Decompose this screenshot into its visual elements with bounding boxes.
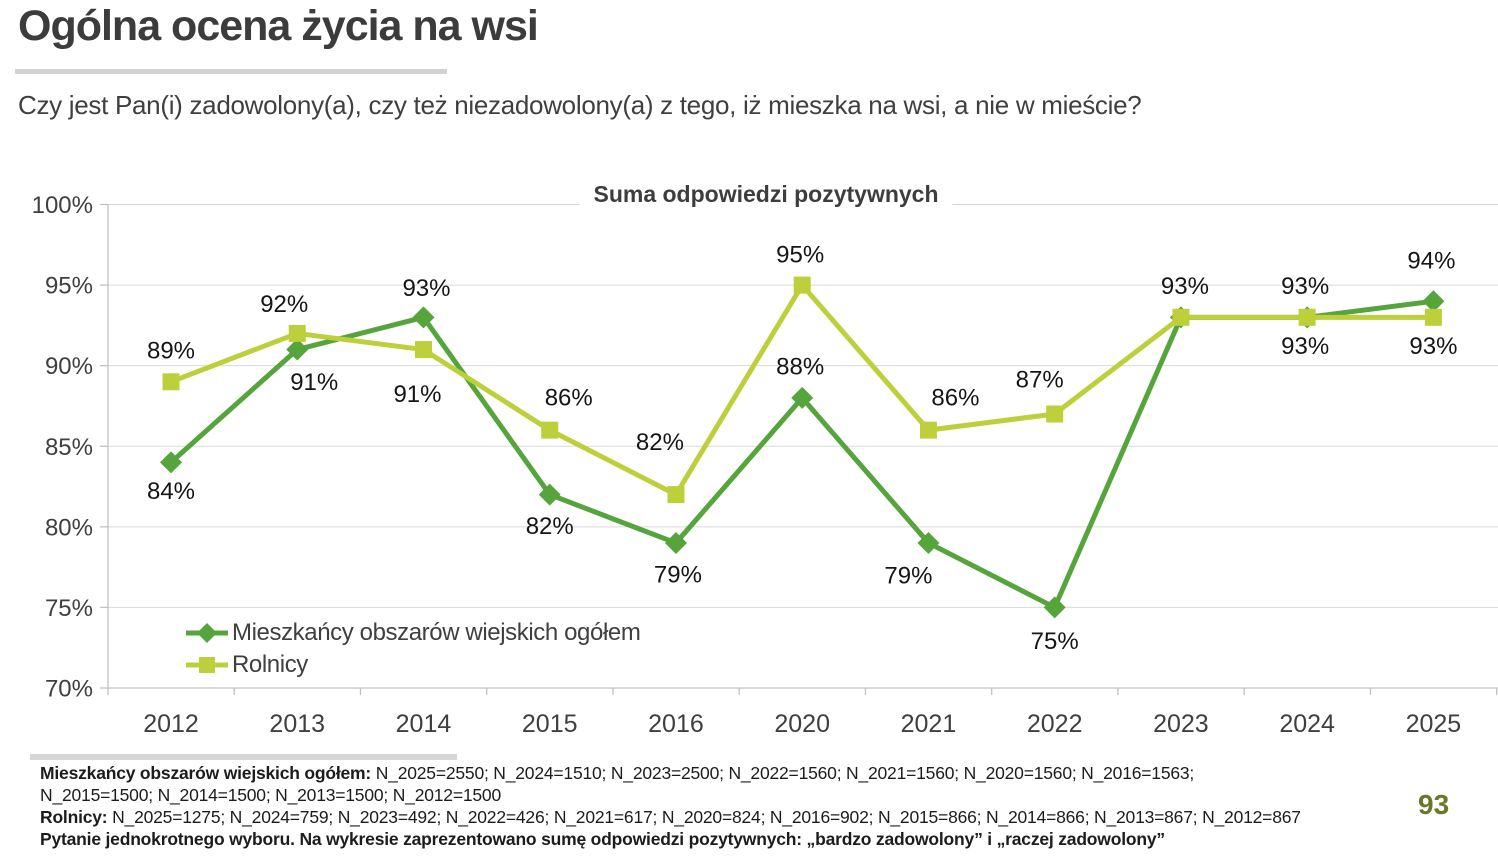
footnote-line-4: Pytanie jednokrotnego wyboru. Na wykresi… [40, 829, 1165, 849]
data-point-rolnicy-2014 [414, 341, 432, 359]
data-point-mieszkancy-ogolem-2012 [160, 451, 182, 474]
y-axis-label-85: 85% [45, 434, 93, 461]
footnote-line-1: Mieszkańcy obszarów wiejskich ogółem: N_… [40, 762, 1410, 784]
footnote-line-3: Rolnicy: N_2025=1275; N_2024=759; N_2023… [40, 806, 1410, 828]
data-label-mieszkancy-ogolem-2012: 84% [147, 478, 195, 505]
data-point-mieszkancy-ogolem-2022 [1043, 596, 1066, 619]
data-label-mieszkancy-ogolem-2022: 75% [1031, 628, 1079, 655]
data-point-rolnicy-2021 [919, 421, 937, 439]
x-axis-label-2016: 2016 [648, 710, 704, 738]
x-axis-label-2012: 2012 [143, 710, 199, 738]
legend-marker-diamond-icon [184, 622, 230, 644]
data-point-rolnicy-2012 [162, 373, 180, 391]
data-point-mieszkancy-ogolem-2015 [538, 483, 561, 506]
data-label-rolnicy-2015: 86% [545, 385, 593, 412]
page-title: Ogólna ocena życia na wsi [18, 2, 539, 50]
data-point-mieszkancy-ogolem-2016 [664, 531, 687, 554]
footer-divider [30, 754, 457, 760]
y-axis-label-75: 75% [45, 595, 93, 622]
footnotes: Mieszkańcy obszarów wiejskich ogółem: N_… [40, 762, 1410, 850]
legend-label-mieszkancy: Mieszkańcy obszarów wiejskich ogółem [232, 619, 641, 646]
data-point-mieszkancy-ogolem-2013 [286, 338, 309, 361]
chart-legend: Mieszkańcy obszarów wiejskich ogółem Rol… [184, 617, 641, 681]
x-axis-label-2022: 2022 [1027, 710, 1083, 738]
data-label-rolnicy-2016: 82% [636, 429, 684, 456]
title-underline [15, 69, 447, 74]
legend-item-rolnicy: Rolnicy [184, 649, 640, 681]
data-label-mieszkancy-ogolem-2014: 93% [402, 275, 450, 302]
x-axis-label-2014: 2014 [396, 710, 452, 738]
data-point-rolnicy-2024 [1298, 308, 1316, 326]
data-label-mieszkancy-ogolem-2024: 93% [1281, 273, 1329, 300]
data-label-mieszkancy-ogolem-2016: 79% [654, 561, 702, 588]
satisfaction-line-chart: 70% 75% 80% 85% 90% 95% 100% 2012 2013 2014 2015 20… [32, 192, 1498, 738]
footnote-series-2-label: Rolnicy: [40, 807, 108, 827]
data-label-mieszkancy-ogolem-2021: 79% [884, 562, 932, 589]
data-point-rolnicy-2022 [1046, 405, 1064, 423]
data-label-mieszkancy-ogolem-2015: 82% [526, 513, 574, 540]
data-label-rolnicy-2020: 95% [776, 242, 824, 269]
y-axis-label-100: 100% [32, 192, 93, 219]
data-label-rolnicy-2014: 91% [393, 381, 441, 408]
legend-label-rolnicy: Rolnicy [232, 651, 308, 678]
data-point-rolnicy-2025 [1424, 308, 1442, 326]
data-label-rolnicy-2012: 89% [147, 337, 195, 364]
x-axis-label-2015: 2015 [522, 710, 578, 738]
data-label-rolnicy-2024: 93% [1281, 333, 1329, 360]
data-label-mieszkancy-ogolem-2020: 88% [776, 353, 824, 380]
x-axis-label-2020: 2020 [774, 710, 830, 738]
data-point-mieszkancy-ogolem-2021 [917, 531, 940, 554]
footnote-line-2: N_2015=1500; N_2014=1500; N_2013=1500; N… [40, 784, 1410, 806]
data-point-rolnicy-2020 [793, 276, 811, 294]
data-label-rolnicy-2021: 86% [931, 385, 979, 412]
data-label-mieszkancy-ogolem-2023: 93% [1161, 273, 1209, 300]
survey-question: Czy jest Pan(i) zadowolony(a), czy też n… [18, 90, 1142, 120]
data-point-mieszkancy-ogolem-2014 [412, 306, 435, 329]
footnote-series-1-values: N_2025=2550; N_2024=1510; N_2023=2500; N… [375, 763, 1195, 783]
y-axis-label-70: 70% [45, 676, 93, 703]
data-point-mieszkancy-ogolem-2025 [1422, 290, 1445, 313]
data-point-rolnicy-2015 [541, 421, 559, 439]
legend-item-mieszkancy: Mieszkańcy obszarów wiejskich ogółem [184, 617, 641, 649]
data-point-rolnicy-2016 [667, 486, 685, 504]
x-axis-label-2021: 2021 [901, 710, 957, 738]
data-label-rolnicy-2013: 92% [260, 291, 308, 318]
chart-title: Suma odpowiedzi pozytywnych [579, 181, 953, 208]
data-point-mieszkancy-ogolem-2020 [791, 386, 814, 409]
y-axis-label-95: 95% [45, 273, 93, 300]
data-label-mieszkancy-ogolem-2013: 91% [290, 369, 338, 396]
data-point-rolnicy-2013 [288, 324, 306, 342]
y-axis-label-90: 90% [45, 353, 93, 380]
legend-marker-square-icon [184, 654, 230, 676]
data-point-rolnicy-2023 [1172, 308, 1190, 326]
series-line-mieszkancy-ogolem [168, 298, 1436, 610]
y-axis-label-80: 80% [45, 514, 93, 541]
footnote-series-1-label: Mieszkańcy obszarów wiejskich ogółem: [40, 763, 372, 783]
footnote-series-2-values: N_2025=1275; N_2024=759; N_2023=492; N_2… [112, 807, 1301, 827]
x-axis-label-2013: 2013 [269, 710, 325, 738]
footnote-series-1-values-cont: N_2015=1500; N_2014=1500; N_2013=1500; N… [40, 785, 501, 805]
x-axis-label-2024: 2024 [1279, 710, 1335, 738]
x-axis-label-2023: 2023 [1153, 710, 1209, 738]
data-label-rolnicy-2025: 93% [1409, 333, 1457, 360]
data-label-mieszkancy-ogolem-2025: 94% [1407, 248, 1455, 275]
x-axis-label-2025: 2025 [1406, 710, 1462, 738]
data-label-rolnicy-2022: 87% [1016, 367, 1064, 394]
page-number: 93 [1418, 789, 1450, 820]
